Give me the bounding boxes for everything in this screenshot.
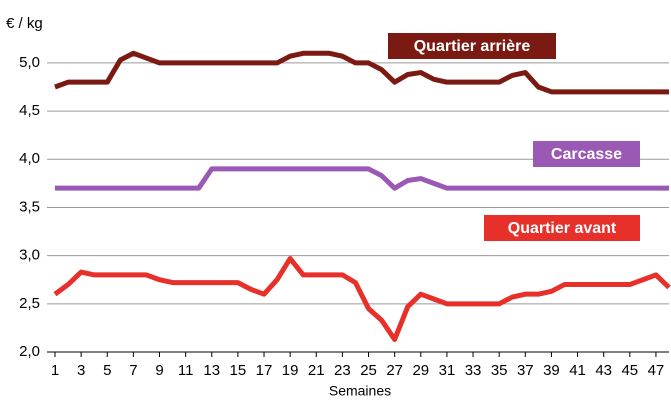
series-line [53, 256, 671, 342]
x-tick-label: 5 [103, 362, 111, 379]
x-tick-label: 3 [77, 362, 85, 379]
x-tick-label: 25 [360, 362, 377, 379]
x-tick-label: 19 [282, 362, 299, 379]
legend-box [533, 141, 640, 167]
x-tick-label: 41 [569, 362, 586, 379]
y-tick-label: 5,0 [19, 54, 40, 71]
legend-box [388, 33, 556, 59]
x-tick-label: 43 [595, 362, 612, 379]
x-tick-label: 7 [129, 362, 137, 379]
x-tick-label: 31 [439, 362, 456, 379]
y-tick-label: 2,0 [19, 343, 40, 360]
x-tick-label: 1 [51, 362, 59, 379]
x-tick-label: 9 [155, 362, 163, 379]
x-tick-label: 35 [491, 362, 508, 379]
x-tick-label: 33 [465, 362, 482, 379]
y-axis-title: € / kg [6, 15, 43, 32]
x-tick-label: 11 [178, 362, 194, 379]
x-tick-label: 37 [517, 362, 534, 379]
x-tick-label: 15 [230, 362, 247, 379]
y-tick-label: 2,5 [19, 295, 40, 312]
series-line [54, 50, 669, 95]
legend-label: Quartier arrière [414, 38, 531, 55]
y-tick-label: 4,5 [19, 102, 40, 119]
x-tick-label: 39 [543, 362, 560, 379]
x-axis-title: Semaines [329, 383, 391, 399]
x-tick-label: 27 [386, 362, 403, 379]
x-tick-label: 17 [256, 362, 273, 379]
legend-box [484, 215, 640, 241]
x-tick-label: 45 [621, 362, 638, 379]
series-line [55, 166, 669, 191]
y-tick-label: 3,0 [19, 247, 40, 264]
x-tick-label: 21 [308, 362, 325, 379]
x-tick-label: 29 [412, 362, 429, 379]
x-tick-label: 13 [203, 362, 220, 379]
legend-label: Carcasse [551, 146, 622, 163]
y-tick-label: 3,5 [19, 198, 40, 215]
x-tick-label: 23 [334, 362, 351, 379]
x-tick-label: 47 [648, 362, 665, 379]
y-tick-label: 4,0 [19, 150, 40, 167]
legend-label: Quartier avant [508, 220, 617, 237]
